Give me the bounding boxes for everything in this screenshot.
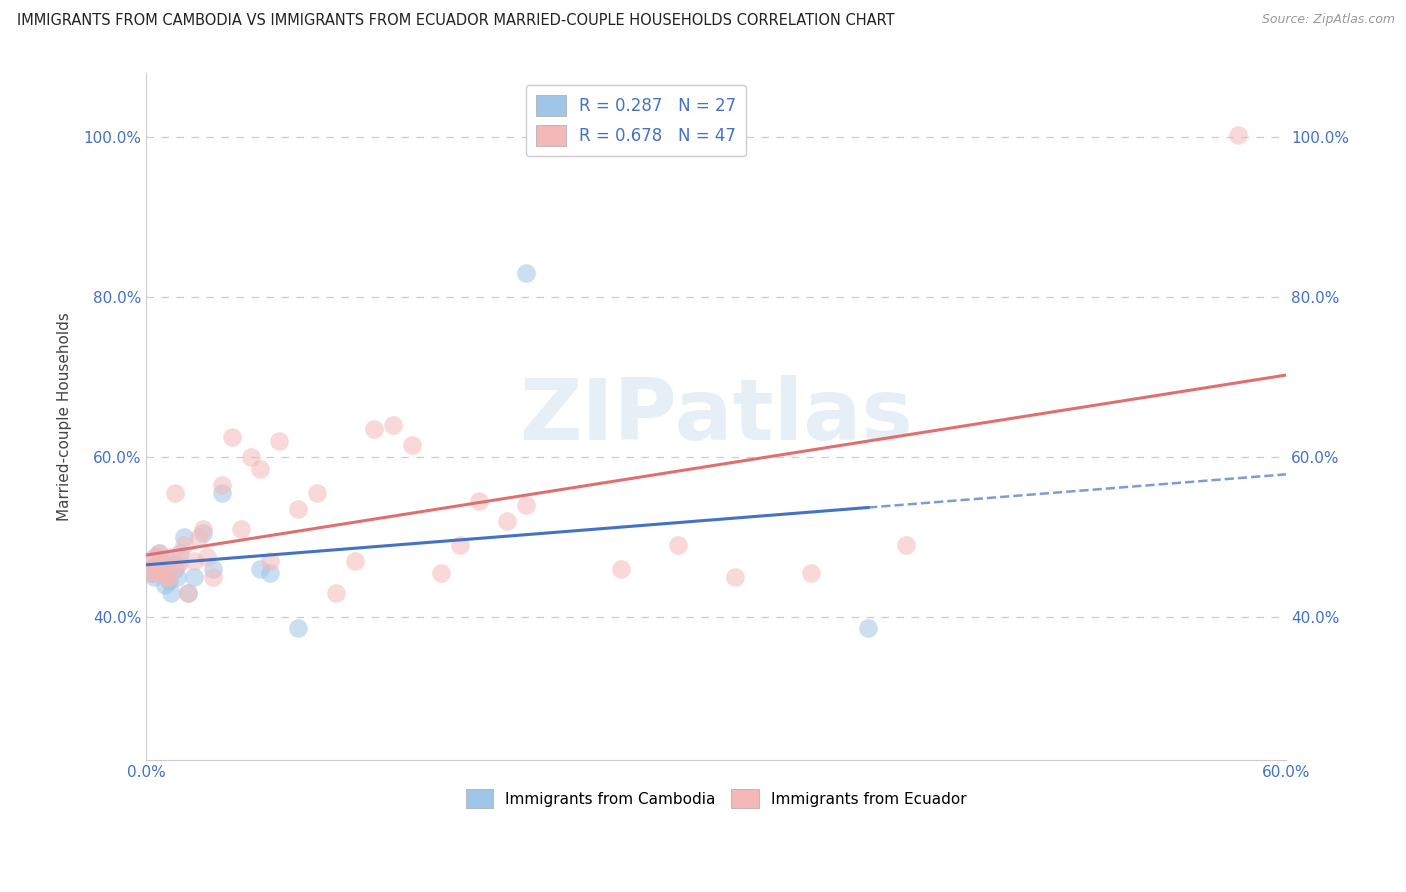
Point [153, 558, 176, 572]
Point [183, 553, 205, 567]
Point [382, 417, 405, 432]
Point [160, 585, 183, 599]
Point [142, 549, 165, 564]
Point [148, 545, 170, 559]
Point [249, 461, 271, 475]
Point [610, 561, 633, 575]
Point [259, 553, 281, 567]
Point [173, 538, 195, 552]
Point [141, 561, 163, 575]
Point [142, 569, 165, 583]
Point [800, 566, 823, 580]
Point [856, 622, 879, 636]
Point [157, 574, 180, 588]
Point [148, 545, 170, 559]
Point [201, 569, 224, 583]
Point [515, 266, 537, 280]
Point [191, 522, 214, 536]
Point [191, 525, 214, 540]
Point [239, 450, 262, 464]
Point [156, 553, 179, 567]
Point [153, 577, 176, 591]
Point [145, 549, 167, 564]
Point [153, 558, 176, 572]
Point [141, 566, 163, 580]
Point [139, 561, 162, 575]
Point [401, 437, 423, 451]
Point [467, 493, 489, 508]
Point [150, 561, 173, 575]
Point [195, 549, 218, 564]
Point [146, 566, 169, 580]
Point [157, 569, 180, 583]
Point [211, 477, 233, 491]
Point [152, 566, 174, 580]
Point [173, 530, 195, 544]
Point [429, 566, 451, 580]
Point [496, 514, 519, 528]
Legend: Immigrants from Cambodia, Immigrants from Ecuador: Immigrants from Cambodia, Immigrants fro… [460, 783, 973, 814]
Point [449, 538, 471, 552]
Point [166, 569, 188, 583]
Point [177, 585, 200, 599]
Point [163, 485, 186, 500]
Point [166, 558, 188, 572]
Point [231, 522, 253, 536]
Text: ZIPatlas: ZIPatlas [519, 376, 912, 458]
Point [269, 434, 291, 448]
Point [724, 569, 747, 583]
Point [211, 485, 233, 500]
Point [894, 538, 917, 552]
Point [259, 566, 281, 580]
Point [146, 558, 169, 572]
Point [515, 498, 537, 512]
Text: IMMIGRANTS FROM CAMBODIA VS IMMIGRANTS FROM ECUADOR MARRIED-COUPLE HOUSEHOLDS CO: IMMIGRANTS FROM CAMBODIA VS IMMIGRANTS F… [17, 13, 894, 29]
Text: Source: ZipAtlas.com: Source: ZipAtlas.com [1261, 13, 1395, 27]
Point [307, 485, 329, 500]
Point [325, 585, 347, 599]
Point [177, 585, 200, 599]
Point [287, 622, 309, 636]
Point [169, 545, 191, 559]
Point [1227, 128, 1250, 143]
Point [287, 501, 309, 516]
Point [139, 566, 162, 580]
Y-axis label: Married-couple Households: Married-couple Households [58, 312, 72, 521]
Point [666, 538, 689, 552]
Point [221, 430, 243, 444]
Point [152, 566, 174, 580]
Point [188, 530, 211, 544]
Point [156, 569, 179, 583]
Point [201, 561, 224, 575]
Point [183, 569, 205, 583]
Point [169, 553, 191, 567]
Point [344, 553, 367, 567]
Point [150, 561, 173, 575]
Point [363, 422, 385, 436]
Point [163, 561, 186, 575]
Point [249, 561, 271, 575]
Point [160, 549, 183, 564]
Point [145, 558, 167, 572]
